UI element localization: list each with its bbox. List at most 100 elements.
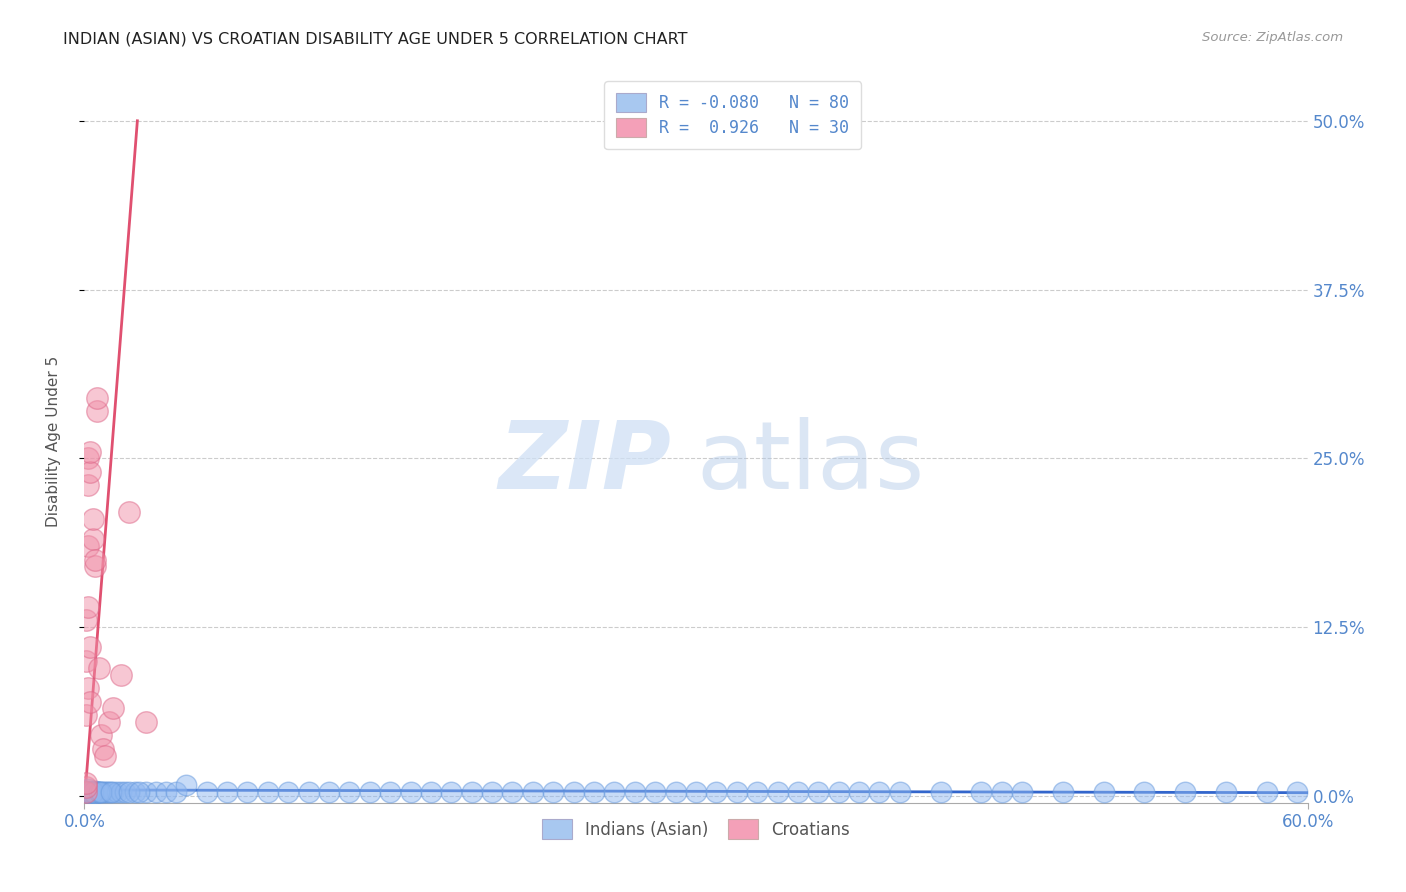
Point [195,785,218,799]
Point [82,512,104,526]
Point [75,654,97,668]
Point [1052,785,1074,799]
Point [83,552,105,566]
Point [110,785,132,799]
Point [766,785,789,799]
Point [217,785,239,799]
Text: INDIAN (ASIAN) VS CROATIAN DISABILITY AGE UNDER 5 CORRELATION CHART: INDIAN (ASIAN) VS CROATIAN DISABILITY AG… [63,31,688,46]
Point [75,614,97,628]
Point [82,785,104,799]
Point [970,785,993,799]
Point [83,783,105,797]
Point [90,728,112,742]
Text: Source: ZipAtlas.com: Source: ZipAtlas.com [1202,31,1343,45]
Point [298,785,321,799]
Point [135,785,157,799]
Legend: Indians (Asian), Croatians: Indians (Asian), Croatians [531,809,860,848]
Point [110,667,132,681]
Point [124,785,146,799]
Point [75,783,97,797]
Point [624,785,647,799]
Point [869,785,891,799]
Point [440,785,463,799]
Point [1174,785,1197,799]
Point [79,465,101,479]
Point [100,785,122,799]
Point [665,785,688,799]
Point [87,661,110,675]
Point [1133,785,1156,799]
Point [75,708,97,723]
Point [174,778,197,792]
Point [420,785,443,799]
Point [75,785,97,799]
Point [90,785,112,799]
Point [105,785,128,799]
Point [77,539,100,553]
Point [1011,785,1033,799]
Point [75,785,97,799]
Point [101,701,124,715]
Point [145,785,167,799]
Point [603,785,626,799]
Point [277,785,299,799]
Point [359,785,381,799]
Point [165,785,187,799]
Point [79,444,101,458]
Point [502,785,524,799]
Point [339,785,361,799]
Point [79,783,101,797]
Point [91,785,114,799]
Point [644,785,666,799]
Point [86,404,108,418]
Point [522,785,544,799]
Point [93,785,115,799]
Point [118,505,141,519]
Point [82,785,104,799]
Point [97,785,120,799]
Point [97,714,120,729]
Point [461,785,484,799]
Point [82,533,104,547]
Point [583,785,606,799]
Point [79,640,101,655]
Point [79,786,101,800]
Text: ZIP: ZIP [499,417,672,509]
Point [75,780,97,794]
Point [706,785,728,799]
Point [1092,785,1115,799]
Point [889,785,911,799]
Point [318,785,340,799]
Point [543,785,565,799]
Point [747,785,769,799]
Point [399,785,422,799]
Point [96,785,118,799]
Point [118,785,141,799]
Point [86,785,108,799]
Point [91,741,114,756]
Point [807,785,830,799]
Point [90,785,112,799]
Point [481,785,503,799]
Point [86,785,108,799]
Point [77,478,100,492]
Point [77,785,100,799]
Point [87,785,110,799]
Point [787,785,810,799]
Point [135,714,157,729]
Point [1215,785,1237,799]
Point [257,785,280,799]
Point [75,775,97,789]
Point [86,391,108,405]
Point [685,785,707,799]
Point [725,785,748,799]
Point [991,785,1014,799]
Point [77,451,100,466]
Point [562,785,585,799]
Point [101,785,124,799]
Point [87,785,110,799]
Text: atlas: atlas [696,417,924,509]
Point [828,785,851,799]
Point [1286,785,1309,799]
Point [93,748,115,763]
